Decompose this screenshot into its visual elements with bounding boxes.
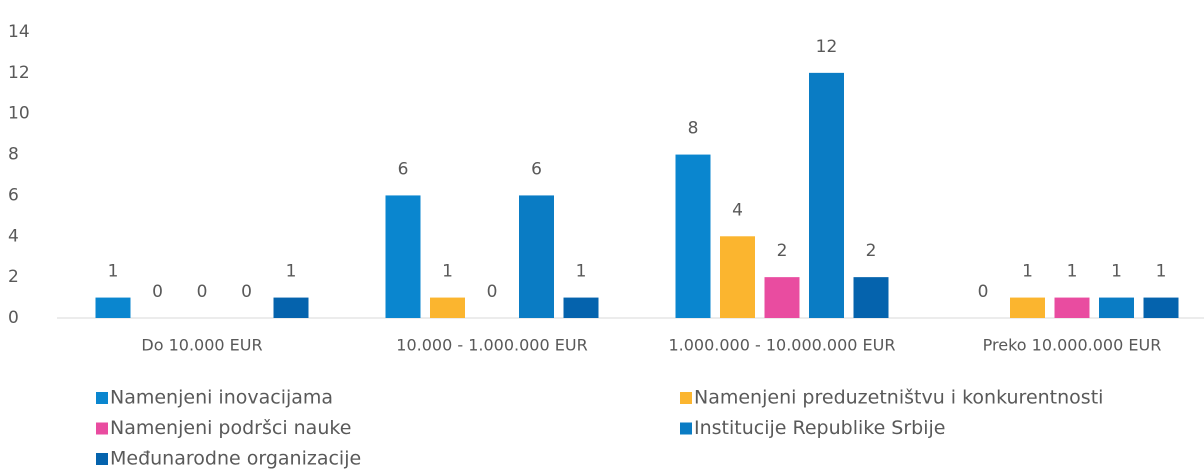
data-label: 6 — [398, 159, 409, 179]
data-label: 1 — [1111, 262, 1122, 282]
bar — [273, 297, 309, 318]
data-label: 0 — [978, 282, 989, 302]
data-label: 1 — [1156, 262, 1167, 282]
data-label: 0 — [487, 282, 498, 302]
data-label: 1 — [108, 262, 119, 282]
legend-label: Namenjeni preduzetništvu i konkurentnost… — [694, 387, 1103, 409]
bar — [1099, 297, 1134, 318]
legend-swatch — [96, 422, 108, 435]
y-tick-label: 4 — [8, 226, 19, 246]
bar — [675, 154, 711, 318]
y-tick-label: 0 — [8, 308, 19, 328]
data-label: 1 — [286, 262, 297, 282]
legend-label: Namenjeni podršci nauke — [110, 417, 351, 439]
data-label: 0 — [152, 282, 163, 302]
data-label: 1 — [442, 262, 453, 282]
data-label: 2 — [777, 241, 788, 261]
data-label: 0 — [197, 282, 208, 302]
legend-label: Međunarodne organizacije — [110, 448, 361, 470]
x-tick-label: Do 10.000 EUR — [141, 336, 262, 355]
y-tick-label: 2 — [8, 267, 19, 287]
data-label: 6 — [531, 159, 542, 179]
data-label: 1 — [1022, 262, 1033, 282]
y-tick-label: 12 — [8, 63, 30, 83]
data-label: 2 — [866, 241, 877, 261]
y-tick-label: 8 — [8, 145, 19, 165]
bar — [385, 195, 421, 318]
legend-swatch — [680, 392, 692, 404]
legend-swatch — [96, 453, 108, 465]
x-tick-label: Preko 10.000.000 EUR — [983, 336, 1162, 355]
data-label: 0 — [241, 282, 252, 302]
bar — [853, 277, 889, 318]
x-tick-label: 1.000.000 - 10.000.000 EUR — [668, 336, 895, 355]
legend-swatch — [680, 422, 692, 435]
bar — [809, 72, 844, 318]
y-tick-label: 14 — [8, 22, 30, 42]
data-label: 8 — [688, 119, 699, 139]
bar — [563, 297, 599, 318]
x-tick-label: 10.000 - 1.000.000 EUR — [396, 336, 587, 355]
y-tick-label: 6 — [8, 185, 19, 205]
data-label: 1 — [1067, 262, 1078, 282]
bar — [519, 195, 554, 318]
bar — [430, 297, 465, 318]
y-tick-label: 10 — [8, 104, 30, 124]
legend-label: Namenjeni inovacijama — [110, 387, 333, 409]
bar — [95, 297, 131, 318]
bar — [1010, 297, 1045, 318]
bar — [764, 277, 800, 318]
legend-swatch — [96, 392, 108, 404]
data-label: 1 — [576, 262, 587, 282]
data-label: 12 — [816, 37, 838, 57]
bar — [1054, 297, 1090, 318]
data-label: 4 — [732, 200, 743, 220]
bar — [1143, 297, 1179, 318]
bar — [720, 236, 755, 318]
legend-label: Institucije Republike Srbije — [694, 417, 946, 439]
